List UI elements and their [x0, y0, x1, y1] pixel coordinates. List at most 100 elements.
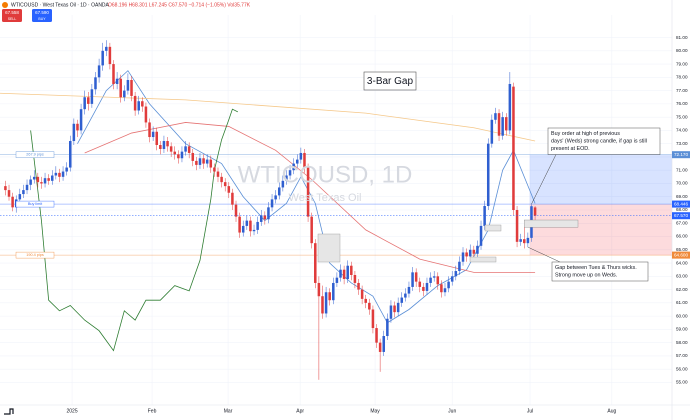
sell-label[interactable]: SELL	[8, 17, 17, 21]
candle-body	[375, 328, 378, 343]
candle-body	[396, 302, 400, 313]
sell-price[interactable]: 67.558	[5, 10, 19, 15]
candle-body	[29, 179, 32, 185]
candle-body	[443, 288, 447, 293]
candle-body	[123, 90, 126, 98]
candle-body	[414, 272, 418, 282]
candle-body	[133, 95, 137, 111]
buy-button[interactable]: 67.590 BUY	[32, 9, 52, 22]
title: 3-Bar Gap	[367, 76, 414, 87]
candle-body	[87, 97, 90, 104]
candle-body	[191, 152, 195, 161]
candle-body	[259, 215, 263, 222]
candle-body	[61, 171, 65, 177]
candle-body	[220, 176, 223, 183]
candle-body	[43, 178, 47, 184]
candle-body	[36, 176, 40, 183]
candle-body	[400, 297, 404, 303]
candle-body	[195, 160, 198, 165]
target-text: 267.9 pips	[26, 153, 44, 157]
candle-body	[4, 186, 7, 191]
candle-body	[432, 276, 436, 278]
callout-text: present at EOD.	[551, 146, 590, 152]
candle-body	[332, 282, 335, 301]
candle-body	[267, 207, 270, 220]
callout-text: Buy order at high of previous	[551, 131, 620, 137]
candle-body	[303, 152, 306, 168]
candle-body	[386, 318, 389, 337]
logo	[4, 408, 14, 415]
candle-body	[468, 249, 472, 257]
y-tick-label: 74.00	[676, 128, 688, 133]
candle-body	[155, 131, 159, 145]
y-tick-label: 64.00	[676, 260, 688, 265]
candle-body	[526, 237, 530, 244]
candle-body	[180, 151, 184, 159]
y-tick-label: 62.00	[676, 287, 688, 292]
callout-text: Gap between Tues & Thurs wicks.	[555, 265, 637, 271]
candle-body	[166, 141, 169, 147]
candle-body	[519, 239, 522, 242]
candle-body	[76, 123, 79, 131]
candle-body	[119, 78, 122, 98]
buy-box[interactable]	[32, 9, 52, 22]
price-tag-label: 72.170	[674, 152, 688, 157]
price-tag-label: 68.446	[674, 201, 688, 206]
candle-body	[458, 261, 461, 272]
candle-body	[159, 145, 162, 149]
candle-body	[79, 109, 83, 131]
sell-box[interactable]	[2, 9, 22, 22]
candle-body	[205, 159, 209, 164]
candle-body	[187, 146, 191, 153]
buy-label[interactable]: BUY	[38, 17, 46, 21]
candle-body	[411, 272, 414, 287]
symbol: WTICOUSD · West Texas Oil · 1D · OANDA	[11, 2, 110, 8]
candle-body	[342, 269, 346, 279]
candle-body	[306, 167, 310, 217]
y-tick-label: 61.00	[676, 300, 688, 305]
candle-body	[25, 184, 29, 191]
candle-body	[32, 176, 36, 180]
candle-body	[450, 276, 454, 282]
candle-body	[461, 252, 465, 262]
candle-body	[490, 119, 494, 144]
sell-button[interactable]: 67.558 SELL	[2, 9, 22, 22]
y-tick-label: 68.00	[676, 207, 688, 212]
candle-body	[321, 296, 324, 314]
candle-body	[256, 221, 259, 230]
candle-body	[393, 305, 396, 313]
candle-body	[231, 192, 234, 205]
candle-body	[241, 225, 245, 233]
candle-body	[324, 292, 328, 314]
gap-box	[469, 256, 497, 263]
candle-body	[274, 195, 277, 200]
candle-body	[162, 141, 166, 149]
candle-body	[515, 210, 519, 242]
candle-body	[238, 216, 241, 233]
candle-body	[472, 249, 476, 254]
candle-body	[389, 305, 393, 319]
y-tick-label: 67.00	[676, 220, 688, 225]
y-tick-label: 55.00	[676, 380, 688, 385]
candle-body	[83, 97, 86, 110]
candle-body	[249, 220, 252, 232]
y-tick-label: 78.00	[676, 75, 688, 80]
candle-body	[501, 117, 504, 136]
candle-body	[335, 277, 339, 283]
candle-body	[130, 80, 133, 96]
symbol-icon	[2, 2, 8, 8]
candle-body	[126, 80, 130, 91]
y-tick-label: 63.00	[676, 274, 688, 279]
candle-body	[497, 113, 501, 136]
candle-body	[177, 154, 180, 159]
watermark-sub: West Texas Oil	[289, 192, 362, 204]
callout-text: Strong move up on Weds.	[555, 272, 617, 278]
title-box	[363, 71, 417, 91]
candle-body	[209, 159, 213, 168]
buy-price[interactable]: 67.590	[35, 10, 49, 15]
indicator-line	[0, 92, 536, 142]
candle-body	[317, 282, 321, 297]
candle-body	[202, 158, 205, 164]
candle-body	[105, 46, 108, 51]
candle-body	[364, 298, 367, 303]
